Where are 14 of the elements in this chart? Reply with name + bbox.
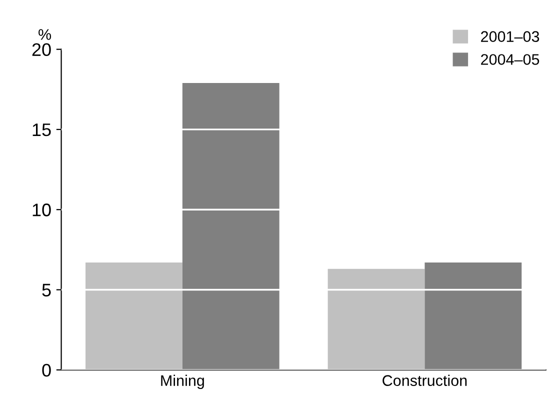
y-tick-label: 0 [42,364,51,377]
legend-label: 2001–03 [481,31,540,42]
x-tick-label: Construction [382,374,467,386]
x-tick-label: Mining [161,374,204,390]
bar [182,82,280,370]
bar [424,262,522,370]
y-tick-label: 10 [32,204,51,216]
legend-label: 2004–05 [481,54,540,65]
y-tick-label: 15 [32,124,51,136]
y-tick-label: 20 [32,43,51,56]
y-axis-title: % [38,29,52,40]
y-tick-label: 5 [42,284,51,296]
bar [328,268,425,370]
bar [86,262,182,370]
